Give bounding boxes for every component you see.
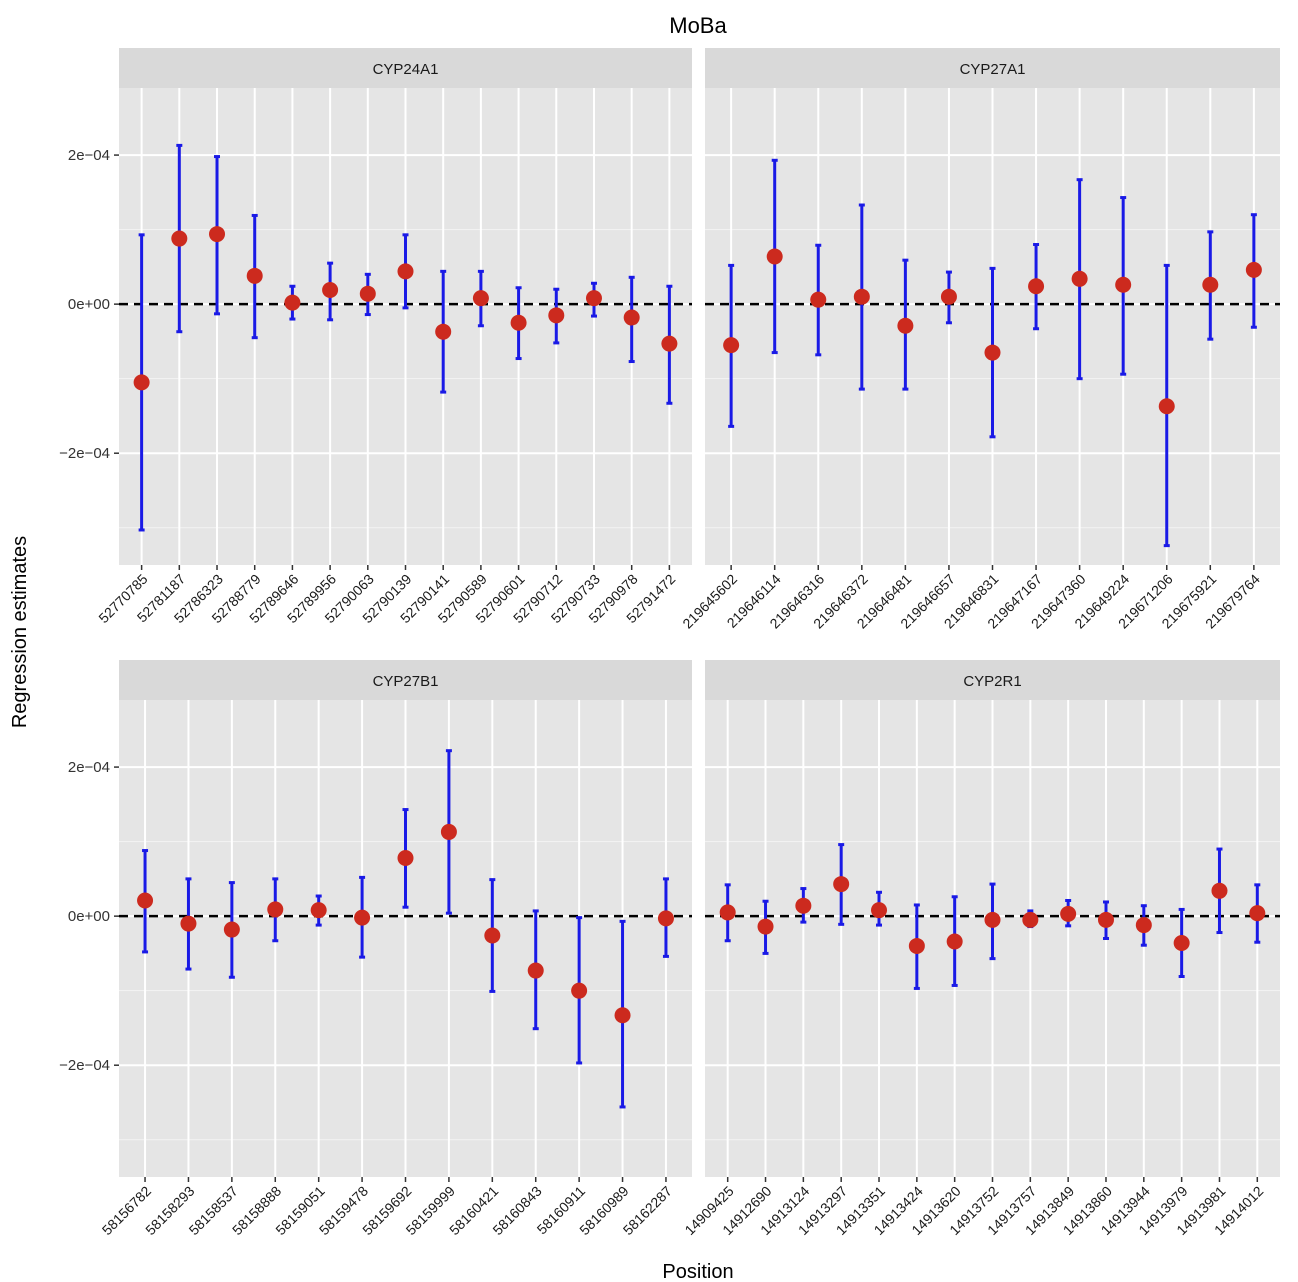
estimate-point — [209, 226, 225, 242]
estimate-point — [322, 282, 338, 298]
facet-panel-cyp24a1: CYP24A1−2e−040e+002e−0452770785527811875… — [59, 48, 692, 626]
estimate-point — [441, 824, 457, 840]
estimate-point — [985, 345, 1001, 361]
facet-panel-cyp27b1: CYP27B1−2e−040e+002e−0458156782581582935… — [59, 660, 692, 1238]
estimate-point — [360, 286, 376, 302]
estimate-point — [897, 318, 913, 334]
estimate-point — [137, 892, 153, 908]
estimate-point — [1249, 905, 1265, 921]
estimate-point — [810, 292, 826, 308]
y-tick-label: 0e+00 — [68, 296, 110, 313]
estimate-point — [941, 289, 957, 305]
estimate-point — [484, 928, 500, 944]
estimate-point — [720, 904, 736, 920]
estimate-point — [1028, 278, 1044, 294]
estimate-point — [1246, 262, 1262, 278]
estimate-point — [267, 901, 283, 917]
estimate-point — [224, 922, 240, 938]
estimate-point — [571, 983, 587, 999]
y-tick-label: 0e+00 — [68, 908, 110, 925]
estimate-point — [511, 315, 527, 331]
estimate-point — [833, 876, 849, 892]
estimate-point — [1098, 912, 1114, 928]
y-tick-label: 2e−04 — [68, 759, 110, 776]
estimate-point — [435, 324, 451, 340]
estimate-point — [354, 910, 370, 926]
x-axis-title: Position — [662, 1261, 733, 1282]
estimate-point — [1060, 906, 1076, 922]
estimate-point — [658, 910, 674, 926]
estimate-point — [473, 290, 489, 306]
estimate-point — [284, 295, 300, 311]
estimate-point — [1174, 935, 1190, 951]
estimate-point — [1072, 271, 1088, 287]
estimate-point — [758, 919, 774, 935]
estimate-point — [1202, 277, 1218, 293]
facet-strip-label: CYP2R1 — [963, 673, 1021, 690]
estimate-point — [624, 310, 640, 326]
estimate-point — [1136, 917, 1152, 933]
y-tick-label: 2e−04 — [68, 147, 110, 164]
estimate-point — [985, 912, 1001, 928]
estimate-point — [854, 289, 870, 305]
y-tick-label: −2e−04 — [59, 1057, 110, 1074]
estimate-point — [548, 307, 564, 323]
facet-panels: CYP24A1−2e−040e+002e−0452770785527811875… — [59, 48, 1280, 1238]
facet-strip-label: CYP27A1 — [960, 61, 1026, 78]
estimate-point — [171, 231, 187, 247]
estimate-point — [947, 933, 963, 949]
estimate-point — [311, 902, 327, 918]
estimate-point — [1211, 883, 1227, 899]
facet-strip-label: CYP24A1 — [373, 61, 439, 78]
estimate-point — [1022, 912, 1038, 928]
estimate-point — [909, 938, 925, 954]
facet-strip-label: CYP27B1 — [373, 673, 439, 690]
estimate-point — [398, 850, 414, 866]
chart-title: MoBa — [669, 13, 727, 38]
estimate-point — [134, 374, 150, 390]
facet-panel-cyp27a1: CYP27A1219645602219646114219646316219646… — [679, 48, 1280, 632]
estimate-point — [1115, 277, 1131, 293]
estimate-point — [398, 263, 414, 279]
estimate-point — [180, 916, 196, 932]
estimate-point — [661, 336, 677, 352]
estimate-point — [795, 898, 811, 914]
estimate-point — [615, 1007, 631, 1023]
y-tick-label: −2e−04 — [59, 445, 110, 462]
estimate-point — [723, 337, 739, 353]
facet-panel-cyp2r1: CYP2R11490942514912690149131241491329714… — [681, 660, 1280, 1238]
estimate-point — [1159, 398, 1175, 414]
y-axis-title: Regression estimates — [9, 536, 31, 728]
estimate-point — [528, 963, 544, 979]
estimate-point — [247, 268, 263, 284]
estimate-point — [586, 290, 602, 306]
estimate-point — [871, 902, 887, 918]
estimate-point — [767, 248, 783, 264]
